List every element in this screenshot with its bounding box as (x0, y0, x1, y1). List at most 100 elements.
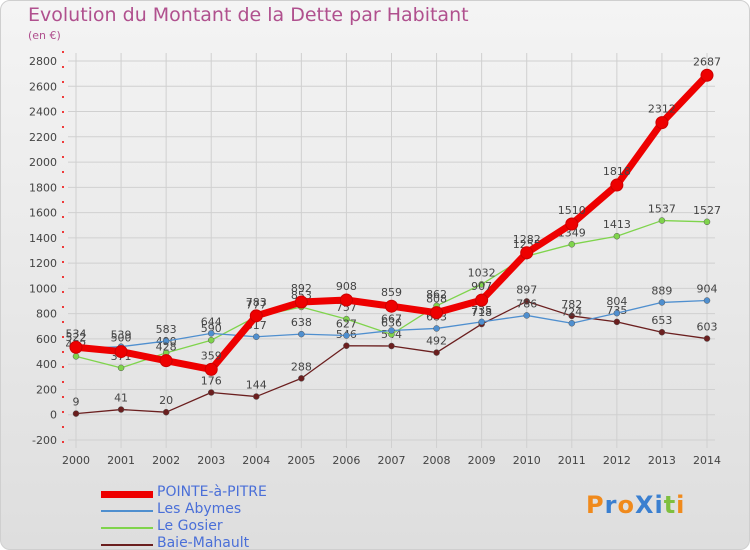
data-point (703, 335, 711, 342)
data-label: 539 (111, 329, 132, 342)
data-label: 590 (201, 322, 222, 335)
data-label: 889 (651, 284, 672, 297)
data-point (658, 217, 666, 224)
data-point (117, 364, 125, 372)
y-tick-label: 1800 (29, 181, 57, 194)
data-point (162, 408, 170, 416)
data-point (478, 318, 485, 326)
data-point (388, 342, 395, 350)
y-tick-label: 1200 (29, 257, 57, 270)
chart-title: Evolution du Montant de la Dette par Hab… (28, 4, 469, 26)
data-label: 288 (291, 360, 312, 373)
x-tick-label: 2007 (378, 454, 406, 467)
data-label: 144 (246, 379, 267, 392)
data-point (204, 362, 218, 376)
data-label: 359 (201, 349, 222, 362)
data-label: 583 (156, 323, 177, 336)
data-label: 500 (111, 332, 132, 345)
data-point (568, 241, 576, 248)
data-label: 1510 (558, 204, 586, 217)
data-label: 1413 (603, 218, 631, 231)
y-tick-label: -200 (32, 434, 57, 447)
data-point (114, 345, 128, 359)
data-point (294, 295, 308, 309)
data-point (523, 298, 530, 305)
data-point (568, 312, 576, 320)
x-tick-label: 2010 (513, 454, 541, 467)
data-label: 804 (606, 295, 627, 308)
y-tick-label: 1000 (29, 282, 57, 295)
data-point (613, 309, 621, 317)
data-label: 786 (516, 297, 537, 310)
data-label: 2687 (693, 55, 721, 68)
data-point (343, 315, 350, 323)
x-tick-label: 2000 (62, 454, 90, 467)
y-tick-label: 2400 (29, 106, 57, 119)
y-tick-label: 800 (36, 308, 57, 321)
data-label: 627 (336, 318, 357, 331)
data-point (253, 393, 260, 400)
data-label: 735 (471, 304, 492, 317)
data-label: 20 (159, 394, 173, 407)
data-point (433, 349, 440, 356)
x-tick-label: 2003 (197, 454, 225, 467)
data-label: 783 (246, 296, 267, 309)
data-point (658, 299, 666, 306)
y-tick-label: 0 (50, 409, 57, 422)
data-label: 638 (291, 316, 312, 329)
data-label: 897 (516, 283, 537, 296)
x-tick-label: 2012 (603, 454, 631, 467)
data-point (430, 306, 444, 320)
data-point (703, 297, 711, 304)
data-point (117, 406, 125, 413)
data-label: 644 (201, 315, 222, 328)
data-label: 859 (381, 286, 402, 299)
x-tick-label: 2005 (287, 454, 315, 467)
data-label: 1032 (468, 266, 496, 279)
data-point (339, 293, 353, 307)
data-point (613, 232, 621, 240)
data-label: 777 (246, 299, 267, 312)
data-label: 757 (336, 301, 357, 314)
y-tick-label: 200 (36, 383, 57, 396)
data-point (207, 336, 215, 344)
data-point (253, 333, 260, 341)
legend-swatch (101, 510, 153, 512)
data-label: 718 (471, 306, 492, 319)
data-point (565, 217, 579, 231)
data-label: 492 (426, 335, 447, 348)
data-point (207, 330, 215, 337)
data-point (298, 375, 305, 382)
data-label: 667 (381, 312, 402, 325)
data-point (72, 353, 80, 360)
data-point (703, 218, 711, 226)
data-point (388, 327, 395, 334)
legend-label: Les Abymes (157, 501, 242, 517)
data-label: 534 (66, 327, 87, 340)
data-label: 2312 (648, 103, 676, 116)
y-tick-label: 2000 (29, 156, 57, 169)
data-label: 808 (426, 293, 447, 306)
data-point (433, 325, 440, 332)
legend-label: Le Gosier (157, 518, 223, 534)
y-tick-label: 600 (36, 333, 57, 346)
data-label: 9 (73, 396, 80, 409)
x-tick-label: 2002 (152, 454, 180, 467)
x-tick-label: 2011 (558, 454, 586, 467)
x-tick-label: 2008 (423, 454, 451, 467)
data-label: 782 (561, 298, 582, 311)
data-label: 428 (156, 341, 177, 354)
data-label: 653 (651, 314, 672, 327)
data-point (385, 299, 398, 313)
data-point (613, 318, 621, 326)
x-tick-label: 2006 (332, 454, 360, 467)
x-tick-label: 2014 (693, 454, 721, 467)
y-tick-label: 1400 (29, 232, 57, 245)
data-label: 904 (697, 283, 718, 296)
data-label: 522 (66, 331, 87, 344)
y-tick-label: 2600 (29, 80, 57, 93)
data-point (69, 340, 83, 354)
data-point (610, 178, 624, 192)
